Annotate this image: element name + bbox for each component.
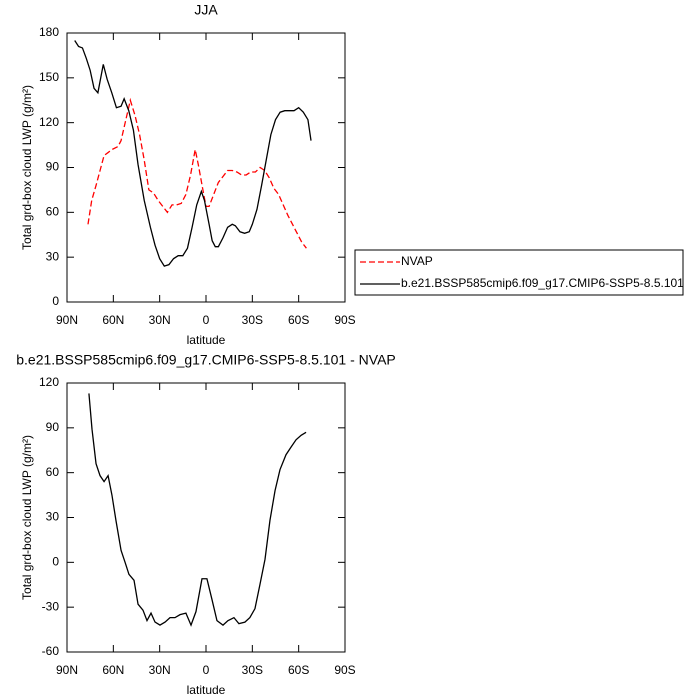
y-tick-label: 30 (46, 510, 60, 524)
x-tick-label: 60S (288, 313, 309, 327)
y-tick-label: 120 (39, 375, 59, 389)
y-axis-label: Total grd-box cloud LWP (g/m²) (20, 435, 34, 600)
y-axis-label: Total grd-box cloud LWP (g/m²) (20, 85, 34, 250)
chart-title: JJA (194, 2, 218, 18)
y-tick-label: 180 (39, 25, 59, 39)
y-tick-label: 90 (46, 420, 60, 434)
x-tick-label: 0 (203, 663, 210, 677)
data-line (88, 393, 307, 627)
legend-label: NVAP (401, 254, 433, 268)
data-line (87, 97, 307, 249)
y-tick-label: 90 (46, 160, 60, 174)
y-tick-label: 60 (46, 465, 60, 479)
y-tick-label: 0 (52, 555, 59, 569)
y-tick-label: 0 (52, 294, 59, 308)
x-axis-label: latitude (187, 333, 226, 347)
x-tick-label: 90S (334, 313, 355, 327)
x-tick-label: 30S (242, 663, 263, 677)
x-axis-label: latitude (187, 683, 226, 697)
x-tick-label: 30N (149, 313, 171, 327)
x-tick-label: 0 (203, 313, 210, 327)
y-tick-label: 60 (46, 205, 60, 219)
chart-title: b.e21.BSSP585cmip6.f09_g17.CMIP6-SSP5-8.… (16, 352, 396, 368)
x-tick-label: 60N (102, 663, 124, 677)
y-tick-label: -60 (42, 644, 60, 658)
legend-label: b.e21.BSSP585cmip6.f09_g17.CMIP6-SSP5-8.… (401, 276, 684, 290)
plot-frame (66, 382, 346, 653)
data-line (74, 40, 312, 267)
y-tick-label: 30 (46, 249, 60, 263)
legend-box (354, 249, 684, 296)
x-tick-label: 60N (102, 313, 124, 327)
x-tick-label: 30N (149, 663, 171, 677)
x-tick-label: 30S (242, 313, 263, 327)
x-tick-label: 60S (288, 663, 309, 677)
y-tick-label: 150 (39, 70, 59, 84)
x-tick-label: 90N (56, 663, 78, 677)
x-tick-label: 90N (56, 313, 78, 327)
plot-frame (66, 32, 346, 303)
x-tick-label: 90S (334, 663, 355, 677)
y-tick-label: 120 (39, 115, 59, 129)
y-tick-label: -30 (42, 599, 60, 613)
